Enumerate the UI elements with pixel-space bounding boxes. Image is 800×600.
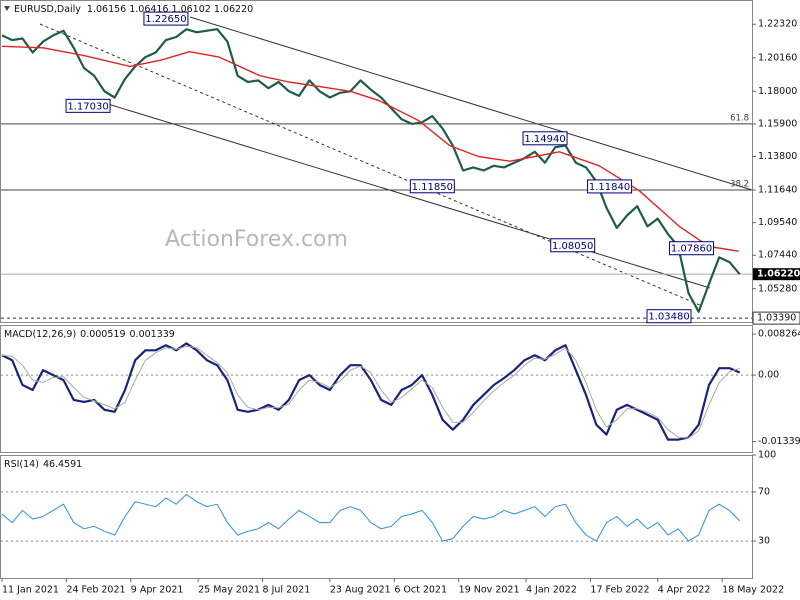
x-tick-label: 23 Aug 2021 (330, 585, 391, 596)
x-tick-label: 8 Jul 2021 (263, 585, 311, 596)
panel-header: EURUSD,Daily 1.06156 1.06416 1.06102 1.06… (14, 4, 253, 15)
series-line (1, 345, 740, 439)
fib-level-label: 61.8 (730, 113, 749, 123)
annotation-box (65, 98, 111, 113)
y-tick-label: 0.00 (758, 370, 779, 381)
y-tick-label: 0.008264 (758, 329, 800, 340)
fib-level-label: 38.2 (730, 180, 749, 190)
price-label-box (753, 268, 800, 281)
panel-frame (0, 0, 753, 323)
y-tick-label: 1.13800 (758, 151, 797, 162)
panel-frame (0, 455, 753, 579)
y-tick-label: 1.05280 (758, 283, 797, 294)
price-label: 1.06220 (757, 269, 800, 280)
x-tick-label: 4 Jan 2022 (526, 585, 577, 596)
y-tick-label: 1.15900 (758, 118, 797, 129)
annotation-label: 1.22650 (145, 14, 186, 25)
series-line (1, 342, 741, 441)
x-tick-label: 4 Apr 2022 (658, 585, 711, 596)
y-tick-label: 1.22320 (758, 19, 797, 30)
last-value: 0.000519 (80, 329, 125, 340)
menu-triangle (4, 6, 10, 11)
x-tick-label: 18 May 2022 (722, 585, 784, 596)
panel-title: RSI(14) (4, 459, 39, 470)
annotation-label: 1.07860 (671, 244, 712, 255)
y-tick-label: 1.18000 (758, 86, 797, 97)
y-tick-label: 1.09540 (758, 217, 797, 228)
series-line (1, 45, 739, 252)
watermark: ActionForex.com (165, 227, 348, 252)
y-tick-label: 1.11640 (758, 185, 797, 196)
panel-subtitle: 1.06156 1.06416 1.06102 1.06220 (87, 4, 253, 15)
y-tick-label: -0.013398 (758, 436, 800, 447)
panel-frame (0, 325, 753, 453)
low-label-box (752, 311, 800, 325)
annotation-box (409, 179, 455, 194)
panel-header: RSI(14) 46.4591 (4, 459, 82, 470)
series-line (1, 28, 741, 313)
y-tick-label: 1.07440 (758, 250, 797, 261)
x-tick-label: 17 Feb 2022 (590, 585, 649, 596)
last-value: 46.4591 (43, 459, 82, 470)
y-tick-label: 1.20160 (758, 52, 797, 63)
panel-title: MACD(12,26,9) (4, 329, 76, 340)
upper-channel-line (189, 16, 753, 191)
panel-title: EURUSD,Daily (14, 4, 81, 15)
low-label: 1.03390 (757, 313, 796, 324)
annotation-box (522, 131, 568, 146)
annotation-box (143, 11, 189, 26)
x-tick-label: 25 May 2021 (198, 585, 260, 596)
y-tick-label: 30 (758, 536, 770, 547)
annotation-box (587, 179, 633, 194)
annotation-label: 1.03480 (648, 312, 689, 323)
lower-channel-line (107, 103, 711, 289)
last-value: 0.001339 (130, 329, 175, 340)
panel-header: MACD(12,26,9) 0.000519 0.001339 (4, 329, 175, 340)
x-tick-label: 9 Apr 2021 (131, 585, 184, 596)
annotation-box (646, 309, 692, 324)
y-tick-label: 70 (758, 486, 770, 497)
trend-lines (39, 16, 753, 307)
annotation-label: 1.11850 (412, 182, 453, 193)
annotation-label: 1.08050 (552, 241, 593, 252)
annotation-label: 1.14940 (524, 134, 565, 145)
annotation-label: 1.17030 (67, 101, 108, 112)
x-tick-label: 11 Jan 2021 (2, 585, 59, 596)
annotation-box (550, 238, 596, 253)
annotation-label: 1.11840 (589, 182, 630, 193)
x-tick-label: 24 Feb 2021 (66, 585, 125, 596)
x-tick-label: 6 Oct 2021 (394, 585, 447, 596)
x-tick-label: 19 Nov 2021 (459, 585, 520, 596)
annotation-box (669, 241, 715, 256)
series-line (1, 493, 741, 542)
y-tick-label: 100 (758, 450, 776, 461)
